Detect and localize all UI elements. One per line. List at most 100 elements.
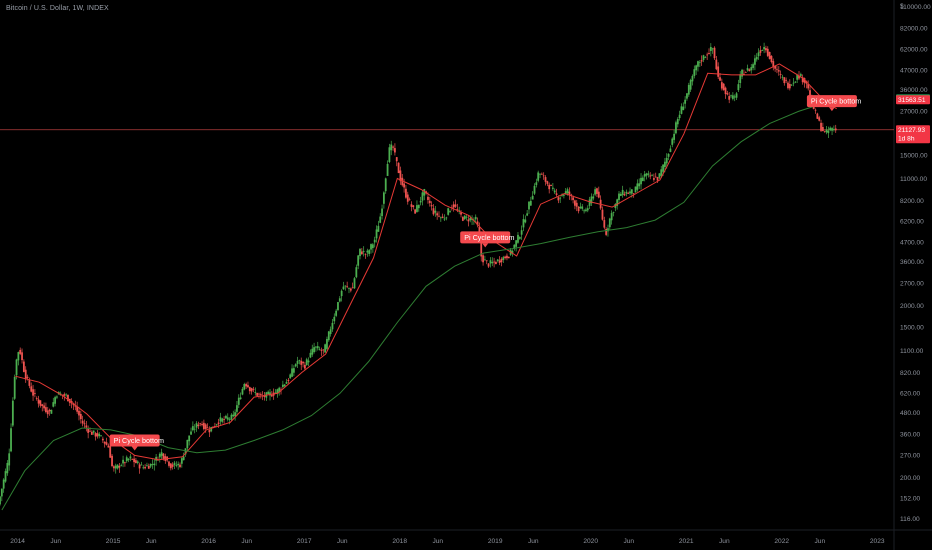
candle-body bbox=[713, 47, 716, 59]
candle-body bbox=[676, 118, 679, 125]
candle-body bbox=[175, 465, 178, 466]
candle-body bbox=[678, 114, 681, 119]
candle-body bbox=[362, 250, 365, 252]
price-tag-box bbox=[896, 125, 930, 144]
x-tick-label: 2021 bbox=[679, 538, 694, 545]
candle-body bbox=[105, 442, 108, 445]
y-tick-label: 820.00 bbox=[900, 370, 921, 377]
candle-body bbox=[394, 148, 396, 153]
candle-body bbox=[326, 339, 328, 349]
candle-body bbox=[85, 425, 88, 428]
x-tick-label: 2020 bbox=[583, 538, 598, 545]
candle-body bbox=[37, 399, 40, 404]
candle-body bbox=[327, 331, 330, 341]
candle-body bbox=[504, 256, 507, 259]
y-tick-label: 62000.00 bbox=[900, 47, 928, 54]
candle-body bbox=[708, 53, 710, 55]
x-tick-label: Jun bbox=[432, 538, 443, 545]
candle-body bbox=[737, 84, 740, 91]
y-tick-label: 116.00 bbox=[900, 516, 920, 523]
pi-cycle-bottom-label: Pi Cycle bottom bbox=[109, 434, 164, 451]
candle-body bbox=[348, 287, 350, 289]
candle-body bbox=[228, 418, 231, 420]
candle-body bbox=[460, 212, 462, 215]
candle-body bbox=[357, 255, 360, 266]
candle-body bbox=[441, 216, 444, 218]
candle-body bbox=[364, 253, 367, 255]
candle-body bbox=[739, 74, 742, 84]
candle-body bbox=[700, 60, 703, 62]
candle-body bbox=[344, 285, 347, 287]
candle-body bbox=[112, 466, 115, 469]
candle-body bbox=[651, 175, 653, 177]
candle-body bbox=[518, 237, 521, 239]
candle-body bbox=[586, 208, 589, 211]
candle-body bbox=[447, 208, 450, 215]
annotation-box bbox=[109, 434, 160, 447]
x-tick-label: 2023 bbox=[870, 538, 885, 545]
candle-body bbox=[823, 130, 826, 132]
candle-body bbox=[329, 329, 332, 335]
x-tick-label: Jun bbox=[50, 538, 61, 545]
candle-body bbox=[217, 422, 220, 425]
candle-body bbox=[550, 184, 552, 186]
candle-body bbox=[45, 407, 47, 413]
candle-body bbox=[236, 405, 238, 412]
candle-body bbox=[158, 453, 161, 458]
candle-body bbox=[553, 190, 556, 193]
candle-body bbox=[215, 424, 218, 426]
candle-body bbox=[24, 369, 27, 380]
candle-body bbox=[555, 193, 558, 195]
candle-body bbox=[285, 381, 288, 384]
candle-body bbox=[101, 438, 104, 441]
candle-body bbox=[820, 122, 822, 131]
candle-body bbox=[129, 456, 132, 459]
price-tag-value: 21127.93 bbox=[898, 127, 925, 134]
candle-body bbox=[728, 96, 731, 100]
candle-body bbox=[204, 424, 207, 429]
candle-body bbox=[74, 405, 77, 407]
candle-body bbox=[706, 54, 709, 56]
candle-body bbox=[21, 352, 23, 361]
candle-body bbox=[731, 95, 734, 99]
candle-body bbox=[594, 189, 597, 195]
y-tick-label: 1500.00 bbox=[900, 325, 924, 332]
candle-body bbox=[208, 430, 211, 433]
candle-body bbox=[517, 234, 519, 243]
candle-body bbox=[748, 69, 751, 72]
candle-body bbox=[416, 205, 418, 212]
candle-body bbox=[338, 298, 341, 302]
candle-body bbox=[799, 74, 802, 76]
candle-body bbox=[596, 188, 598, 194]
candle-body bbox=[482, 255, 484, 263]
candle-body bbox=[22, 361, 25, 372]
candle-body bbox=[375, 229, 378, 239]
candle-body bbox=[568, 191, 571, 195]
candle-body bbox=[46, 410, 49, 415]
candle-body bbox=[513, 244, 516, 249]
candle-body bbox=[41, 404, 44, 407]
price-tag-box bbox=[896, 95, 930, 105]
candle-body bbox=[449, 211, 451, 213]
candle-body bbox=[214, 426, 216, 427]
candle-body bbox=[109, 446, 112, 458]
y-tick-label: 480.00 bbox=[900, 410, 921, 417]
candle-body bbox=[667, 153, 670, 157]
candle-body bbox=[252, 388, 255, 390]
candle-body bbox=[765, 48, 767, 51]
candle-body bbox=[763, 47, 766, 50]
candle-body bbox=[250, 388, 253, 392]
y-tick-label: 2700.00 bbox=[900, 281, 924, 288]
candle-body bbox=[92, 430, 95, 433]
candle-body bbox=[270, 395, 273, 397]
candle-body bbox=[111, 455, 113, 467]
candle-body bbox=[803, 78, 806, 83]
candle-body bbox=[399, 170, 402, 182]
candle-body bbox=[90, 431, 93, 435]
candle-body bbox=[777, 70, 780, 72]
annotation-pointer bbox=[131, 446, 138, 451]
candle-body bbox=[94, 433, 97, 437]
candle-body bbox=[665, 157, 668, 164]
candle-body bbox=[397, 162, 400, 174]
